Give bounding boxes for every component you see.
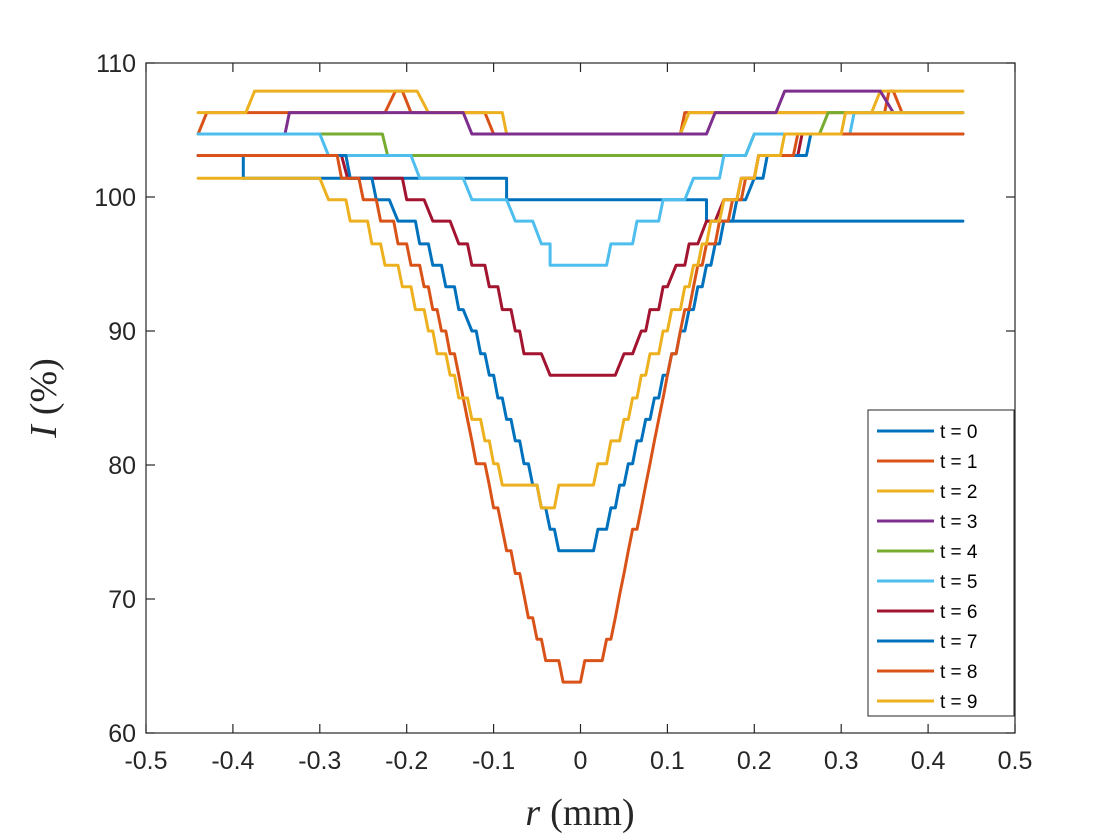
- legend-label-t4: t = 4: [940, 542, 978, 563]
- legend-label-t7: t = 7: [940, 632, 978, 653]
- x-tick-label: 0.2: [737, 747, 772, 775]
- x-axis-label-unit: (mm): [550, 792, 634, 834]
- legend-label-t0: t = 0: [940, 422, 978, 443]
- series-line-t3: [283, 89, 895, 136]
- x-tick-label: 0: [574, 747, 588, 775]
- y-tick-label: 110: [96, 50, 136, 78]
- series-line-t5: [196, 111, 965, 267]
- x-tick-label: 0.5: [998, 747, 1033, 775]
- series-line-t0: [196, 154, 965, 223]
- legend-label-t1: t = 1: [940, 452, 978, 473]
- y-tick-label: 60: [108, 720, 136, 748]
- legend: t = 0 t = 1 t = 2 t = 3 t = 4 t = 5 t = 6 t = 7…: [867, 409, 1015, 717]
- series-layer: [196, 89, 965, 684]
- x-tick-label: -0.1: [472, 747, 515, 775]
- y-axis-label: I (%): [23, 358, 65, 439]
- x-tick-label: 0.3: [824, 747, 859, 775]
- x-axis-label-var: r: [525, 792, 540, 834]
- x-tick-label: -0.3: [298, 747, 341, 775]
- legend-label-t3: t = 3: [940, 512, 978, 533]
- legend-label-t9: t = 9: [940, 692, 978, 713]
- legend-label-t6: t = 6: [940, 602, 978, 623]
- x-tick-label: -0.5: [124, 747, 167, 775]
- x-tick-label: 0.4: [911, 747, 946, 775]
- series-line-t8: [196, 132, 965, 684]
- y-axis-label-var: I: [23, 423, 65, 439]
- y-tick-label: 100: [94, 184, 136, 212]
- x-axis-label: r (mm): [525, 792, 634, 834]
- x-tick-label: -0.4: [211, 747, 254, 775]
- series-line-t9: [196, 111, 965, 510]
- tick-layer: -0.5 -0.4 -0.3 -0.2 -0.1 0 0.1 0.2 0.3 0.4 0.5 60 70…: [94, 50, 1032, 775]
- y-tick-label: 80: [108, 452, 136, 480]
- y-tick-label: 70: [108, 586, 136, 614]
- x-tick-label: -0.2: [385, 747, 428, 775]
- legend-label-t8: t = 8: [940, 662, 978, 683]
- y-tick-label: 90: [108, 318, 136, 346]
- y-axis-label-unit: (%): [23, 358, 65, 415]
- legend-label-t2: t = 2: [940, 482, 978, 503]
- series-line-t7: [196, 132, 965, 553]
- x-tick-label: 0.1: [650, 747, 685, 775]
- series-line-t2: [196, 89, 965, 136]
- legend-label-t5: t = 5: [940, 572, 978, 593]
